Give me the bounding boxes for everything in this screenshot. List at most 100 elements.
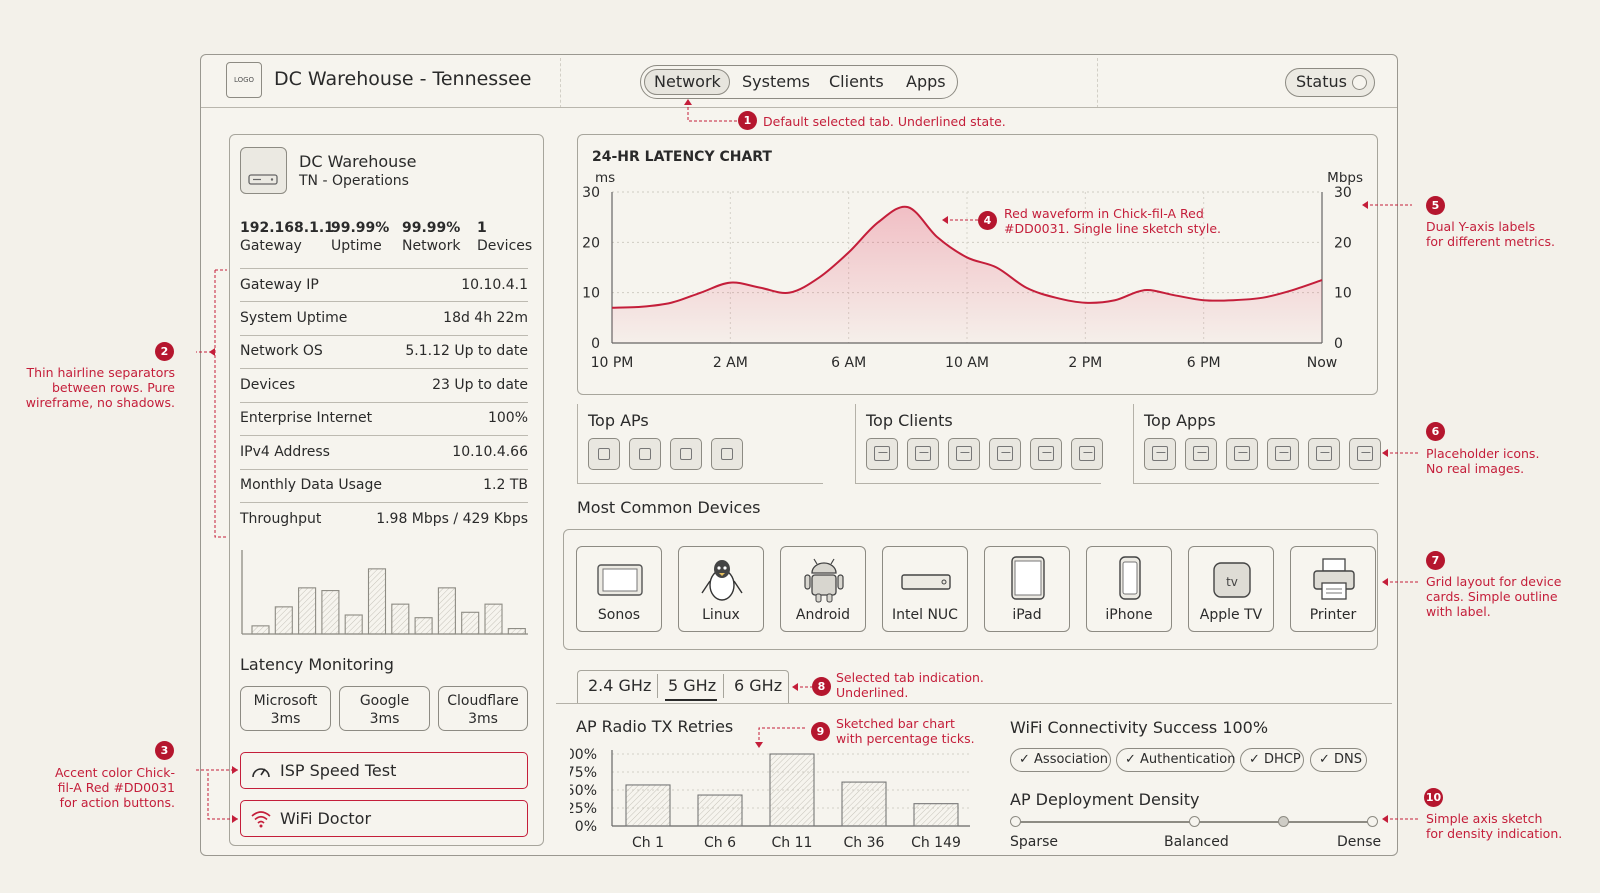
tab-apps[interactable]: Apps [906, 72, 946, 91]
image-placeholder-icon[interactable] [1308, 438, 1340, 470]
tab-underline [665, 699, 717, 701]
row-label: Monthly Data Usage [240, 477, 383, 493]
density-marker-selected[interactable] [1278, 816, 1289, 827]
throughput-mini-chart [241, 550, 528, 635]
tab-5ghz[interactable]: 5 GHz [668, 676, 717, 695]
annotation-text: Accent color Chick- fil-A Red #DD0031 fo… [10, 765, 175, 810]
device-card-intel-nuc[interactable]: Intel NUC [882, 546, 968, 632]
x-tick-label: 6 AM [831, 355, 866, 371]
annotation-text: Sketched bar chart with percentage ticks… [836, 716, 975, 746]
check-dhcp: ✓ DHCP [1240, 748, 1304, 772]
device-card-iphone[interactable]: iPhone [1086, 546, 1172, 632]
row-label: System Uptime [240, 310, 348, 326]
ap-placeholder-icon[interactable] [711, 438, 743, 470]
latency-card-cloudflare[interactable]: Cloudflare 3ms [438, 686, 528, 731]
annotation-line: for density indication. [1426, 826, 1563, 841]
annotation-line: with percentage ticks. [836, 731, 975, 746]
image-placeholder-icon[interactable] [989, 438, 1021, 470]
density-marker[interactable] [1189, 816, 1200, 827]
row-label: IPv4 Address [240, 444, 330, 460]
android-icon [804, 558, 844, 603]
annotation-text: Selected tab indication. Underlined. [836, 670, 984, 700]
image-placeholder-icon[interactable] [907, 438, 939, 470]
y2-tick-label: 0 [1334, 336, 1343, 352]
tx-bar [913, 803, 959, 827]
annotation-badge: 3 [155, 741, 174, 760]
throughput-bar [274, 606, 293, 635]
density-marker[interactable] [1010, 816, 1021, 827]
latency-target-value: 3ms [369, 711, 400, 727]
y-axis-label: ms [595, 170, 615, 186]
annotation-line: fil-A Red #DD0031 [57, 780, 175, 795]
ap-placeholder-icon[interactable] [629, 438, 661, 470]
ap-placeholder-icon[interactable] [670, 438, 702, 470]
annotation-badge: 4 [978, 211, 997, 230]
image-placeholder-icon[interactable] [1185, 438, 1217, 470]
y-tick-label: 0% [575, 819, 597, 835]
image-placeholder-icon[interactable] [1071, 438, 1103, 470]
device-card-linux[interactable]: Linux [678, 546, 764, 632]
site-subtitle: TN - Operations [299, 173, 409, 189]
isp-speed-test-button[interactable] [240, 752, 528, 789]
image-placeholder-icon[interactable] [1226, 438, 1258, 470]
status-toggle-knob[interactable] [1352, 75, 1367, 90]
throughput-bar [507, 628, 526, 635]
annotation-text: Placeholder icons. No real images. [1426, 446, 1539, 476]
x-tick-label: Now [1307, 355, 1338, 371]
wifi-doctor-button[interactable] [240, 800, 528, 837]
device-label: Android [795, 607, 851, 623]
image-placeholder-icon[interactable] [948, 438, 980, 470]
device-label: iPhone [1105, 607, 1153, 623]
image-placeholder-icon[interactable] [1267, 438, 1299, 470]
row-value: 10.10.4.1 [461, 277, 528, 293]
apple-tv-icon: tv [1213, 562, 1251, 598]
device-card-ipad[interactable]: iPad [984, 546, 1070, 632]
latency-card-google[interactable]: Google 3ms [339, 686, 430, 731]
image-placeholder-icon[interactable] [1144, 438, 1176, 470]
annotation-line: Sketched bar chart [836, 716, 955, 731]
y-tick-label: 100% [570, 747, 597, 763]
image-placeholder-icon[interactable] [866, 438, 898, 470]
device-card-sonos[interactable]: Sonos [576, 546, 662, 632]
y2-tick-label: 30 [1334, 185, 1352, 201]
density-label: Dense [1337, 834, 1382, 850]
tab-systems[interactable]: Systems [742, 72, 810, 91]
latency-title: Latency Monitoring [240, 655, 394, 674]
annotation-badge: 8 [812, 677, 831, 696]
wifi-doctor-label: WiFi Doctor [280, 809, 372, 828]
annotation-line: Simple axis sketch [1426, 811, 1543, 826]
device-card-apple-tv[interactable]: tv Apple TV [1188, 546, 1274, 632]
x-tick-label: Ch 6 [704, 835, 736, 851]
image-placeholder-icon[interactable] [1349, 438, 1381, 470]
image-placeholder-icon[interactable] [1030, 438, 1062, 470]
row-label: Gateway IP [240, 277, 319, 293]
tab-2-4ghz[interactable]: 2.4 GHz [588, 676, 652, 695]
throughput-bar [391, 603, 410, 635]
annotation-badge: 10 [1424, 788, 1443, 807]
density-marker[interactable] [1367, 816, 1378, 827]
throughput-bar [321, 590, 340, 635]
speedometer-icon [252, 768, 270, 778]
tab-network[interactable]: Network [654, 72, 721, 91]
row-label: Devices [240, 377, 296, 393]
annotation-line: for action buttons. [59, 795, 175, 810]
annotation-badge: 2 [155, 342, 174, 361]
x-tick-label: 10 PM [591, 355, 634, 371]
row-separator [240, 402, 528, 403]
svg-text:tv: tv [1226, 575, 1238, 589]
latency-card-microsoft[interactable]: Microsoft 3ms [240, 686, 331, 731]
device-card-printer[interactable]: Printer [1290, 546, 1376, 632]
latency-target-value: 3ms [270, 711, 301, 727]
device-card-android[interactable]: Android [780, 546, 866, 632]
ap-placeholder-icon[interactable] [588, 438, 620, 470]
row-value: 10.10.4.66 [452, 444, 528, 460]
y2-axis-label: Mbps [1327, 170, 1363, 186]
annotation-line: Thin hairline separators [26, 365, 175, 380]
x-tick-label: Ch 11 [772, 835, 813, 851]
tab-clients[interactable]: Clients [829, 72, 884, 91]
annotation-text: Thin hairline separators between rows. P… [10, 365, 175, 410]
row-value: 18d 4h 22m [443, 310, 528, 326]
row-separator [240, 469, 528, 470]
top-aps-title: Top APs [588, 411, 649, 430]
tab-6ghz[interactable]: 6 GHz [734, 676, 783, 695]
